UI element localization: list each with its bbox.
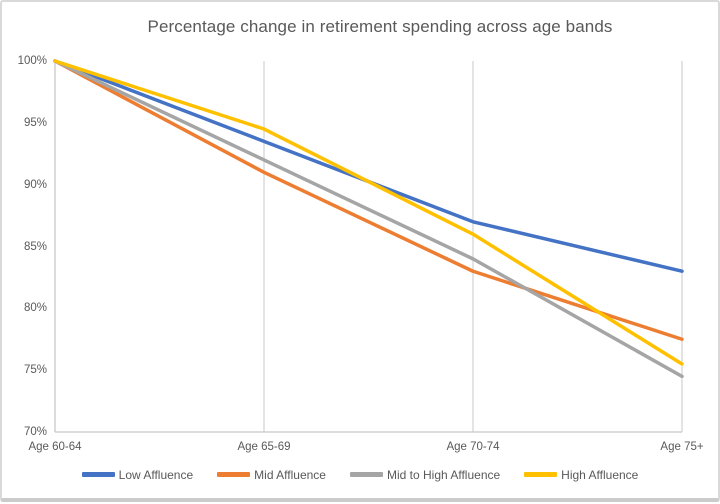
y-axis-tick-label: 80% (23, 302, 47, 315)
legend-line-marker-high-affluence (524, 472, 558, 477)
legend-label: Mid Affluence (254, 467, 326, 482)
legend: Low Affluence Mid Affluence Mid to High Af… (2, 467, 718, 482)
chart-title: Percentage change in retirement spending… (147, 17, 613, 36)
legend-label: Low Affluence (118, 467, 194, 482)
series-line-high-affluence (53, 59, 684, 366)
series-line-mid-to-high-affluence (53, 59, 684, 379)
y-axis-tick-label: 75% (23, 364, 47, 377)
legend-item-high-affluence: High Affluence (524, 468, 638, 482)
legend-line-marker-low-affluence (81, 472, 115, 477)
y-axis-tick-label: 85% (23, 240, 47, 253)
legend-item-mid-affluence: Mid Affluence (217, 468, 326, 482)
legend-label: Mid to High Affluence (386, 467, 501, 482)
legend-line-marker-mid-affluence (217, 472, 251, 477)
legend-item-low-affluence: Low Affluence (81, 467, 194, 482)
y-axis-tick-label: 100% (17, 55, 47, 67)
x-axis-category-label: Age 70-74 (446, 441, 500, 453)
x-axis-category-label: Age 75+ (660, 441, 704, 453)
legend-item-mid-to-high-affluence: Mid to High Affluence (349, 467, 501, 482)
x-axis-category-label: Age 60-64 (28, 441, 82, 453)
y-axis-tick-label: 90% (23, 178, 47, 191)
legend-label: High Affluence (561, 467, 639, 482)
y-axis-tick-label: 70% (23, 426, 47, 438)
y-axis-tick-label: 95% (23, 116, 47, 129)
x-axis-category-label: Age 65-69 (237, 441, 291, 453)
legend-line-marker-mid-to-high-affluence (349, 472, 383, 477)
series-line-mid-affluence (53, 59, 684, 341)
